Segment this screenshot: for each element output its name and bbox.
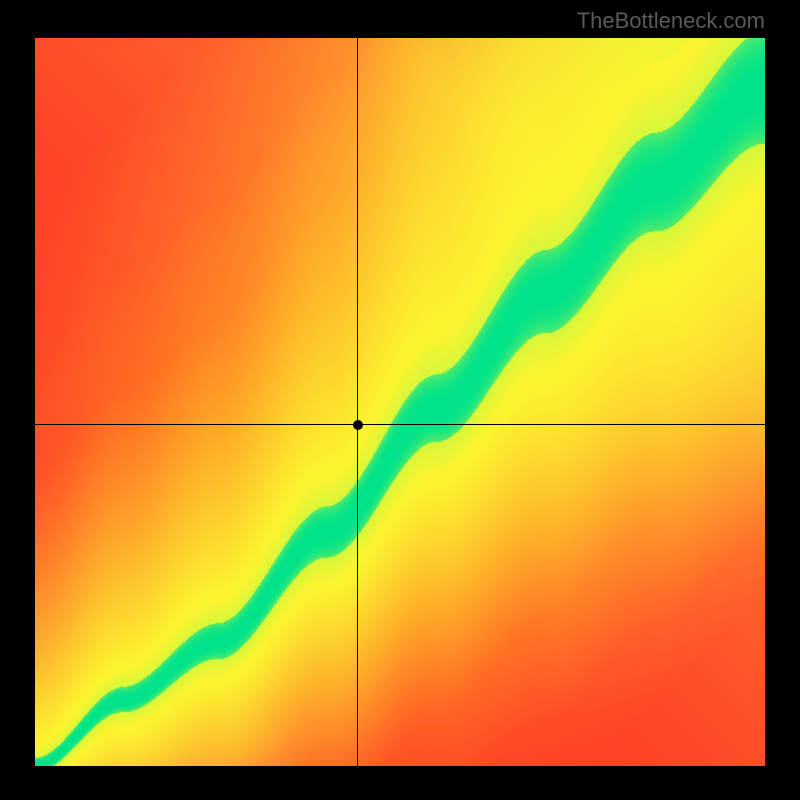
crosshair-horizontal <box>35 424 765 425</box>
watermark-text: TheBottleneck.com <box>577 8 765 34</box>
plot-area <box>35 38 765 766</box>
heatmap-canvas <box>35 38 765 766</box>
crosshair-vertical <box>357 38 358 766</box>
data-point-marker <box>353 420 363 430</box>
